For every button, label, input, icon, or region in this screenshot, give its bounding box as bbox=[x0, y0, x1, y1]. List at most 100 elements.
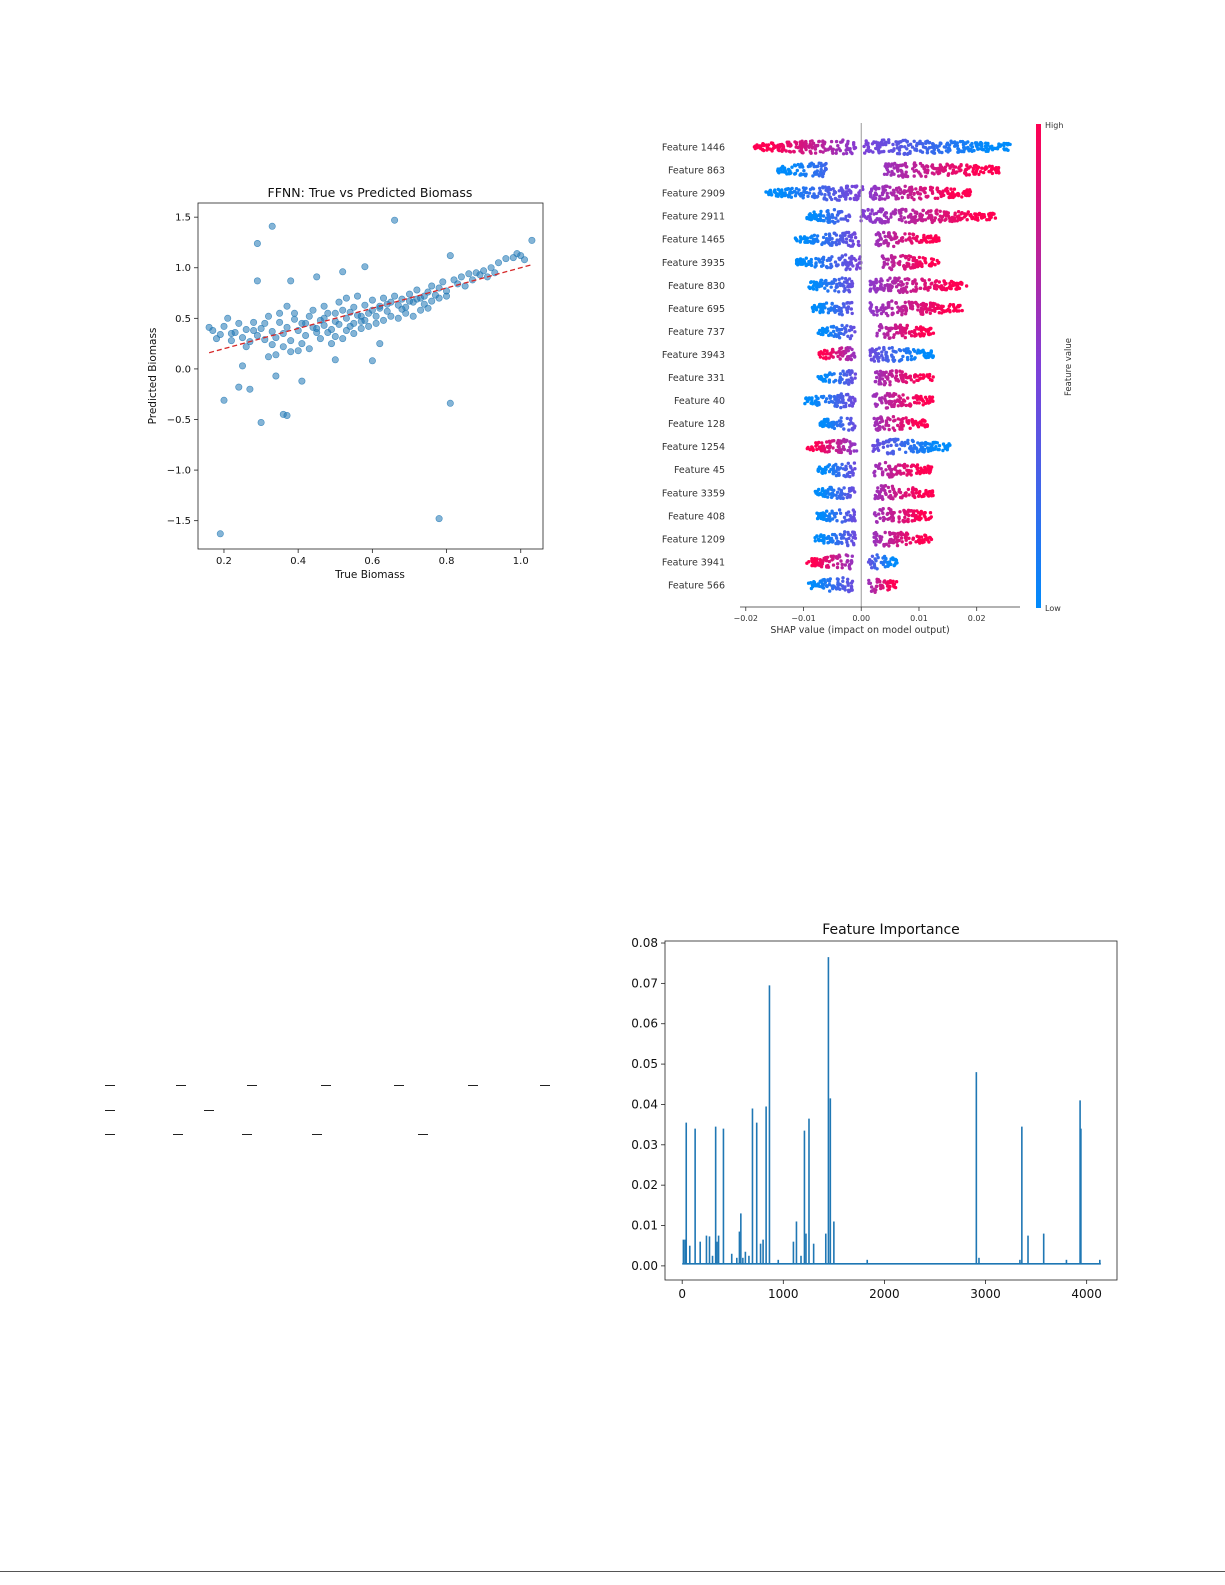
shap-point bbox=[875, 489, 879, 493]
shap-point bbox=[816, 582, 820, 586]
scatter-point bbox=[372, 312, 380, 320]
scatter-point bbox=[502, 255, 510, 263]
shap-point bbox=[960, 139, 965, 144]
shap-point bbox=[879, 325, 883, 329]
shap-point bbox=[893, 208, 898, 212]
shap-point bbox=[882, 332, 886, 336]
shap-point bbox=[788, 190, 792, 195]
shap-point bbox=[892, 212, 897, 216]
shap-point bbox=[854, 258, 858, 262]
shap-point bbox=[875, 417, 879, 421]
shap-point bbox=[873, 474, 877, 478]
underscore-mark bbox=[176, 1085, 186, 1087]
shap-point bbox=[893, 326, 897, 330]
shap-point bbox=[842, 427, 846, 431]
shap-point bbox=[759, 146, 763, 151]
shap-point bbox=[906, 195, 910, 200]
shap-point bbox=[848, 464, 852, 468]
shap-point bbox=[849, 585, 854, 589]
scatter-point bbox=[220, 396, 228, 404]
shap-point bbox=[833, 240, 838, 245]
shap-point bbox=[874, 584, 879, 589]
shap-point bbox=[819, 492, 824, 496]
scatter-point bbox=[446, 399, 454, 407]
shap-point bbox=[949, 139, 953, 143]
shap-point bbox=[886, 164, 890, 169]
shap-point bbox=[898, 490, 903, 495]
shap-point bbox=[888, 380, 892, 384]
shap-point bbox=[876, 438, 880, 442]
shap-point bbox=[842, 305, 846, 309]
shap-point bbox=[840, 520, 844, 524]
shap-point bbox=[842, 332, 846, 336]
shap-point bbox=[840, 396, 845, 400]
shap-point bbox=[873, 379, 877, 384]
scatter-point bbox=[372, 319, 380, 327]
shap-point bbox=[974, 170, 978, 174]
shap-point bbox=[834, 326, 839, 330]
shap-point bbox=[840, 254, 844, 258]
shap-point bbox=[849, 470, 853, 475]
shap-point bbox=[899, 421, 903, 426]
shap-point bbox=[880, 396, 884, 400]
shap-point bbox=[932, 151, 937, 155]
shap-point bbox=[919, 326, 923, 330]
shap-point bbox=[889, 267, 894, 272]
shap-point bbox=[937, 260, 941, 265]
shap-point bbox=[981, 170, 986, 175]
shap-point bbox=[892, 166, 896, 170]
shap-point bbox=[844, 267, 848, 272]
shap-point bbox=[781, 146, 785, 150]
shap-point bbox=[928, 303, 933, 307]
shap-point bbox=[877, 346, 881, 350]
shap-point bbox=[903, 138, 907, 142]
scatter-point bbox=[509, 254, 517, 262]
shap-point bbox=[870, 554, 875, 558]
shap-point bbox=[824, 467, 828, 472]
shap-point bbox=[815, 217, 819, 222]
shap-point bbox=[841, 579, 845, 583]
shap-point bbox=[911, 301, 915, 305]
shap-point bbox=[923, 515, 927, 519]
shap-point bbox=[850, 426, 855, 431]
scatter-point bbox=[435, 515, 443, 523]
shap-point bbox=[924, 355, 929, 360]
shap-point bbox=[915, 218, 920, 222]
shap-point bbox=[964, 284, 969, 288]
shap-point bbox=[873, 511, 877, 515]
shap-point bbox=[942, 279, 946, 284]
scatter-point bbox=[253, 332, 261, 340]
shap-point bbox=[846, 530, 850, 535]
shap-point bbox=[913, 356, 917, 360]
shap-point bbox=[902, 264, 906, 268]
shap-point bbox=[961, 191, 965, 195]
shap-point bbox=[895, 235, 899, 239]
shap-point bbox=[827, 559, 831, 564]
shap-point bbox=[830, 237, 834, 241]
shap-point bbox=[899, 173, 904, 178]
scatter-point bbox=[357, 325, 365, 333]
shap-point bbox=[839, 140, 843, 144]
shap-point bbox=[827, 425, 831, 429]
shap-point bbox=[848, 238, 852, 243]
shap-point bbox=[844, 464, 848, 468]
shap-point bbox=[822, 541, 826, 545]
shap-point bbox=[854, 449, 859, 453]
scatter-point bbox=[227, 337, 235, 345]
shap-point bbox=[812, 210, 816, 214]
scatter-point bbox=[350, 330, 358, 338]
shap-point bbox=[875, 334, 879, 338]
shap-point bbox=[931, 142, 935, 146]
shap-point bbox=[848, 514, 852, 518]
shap-point bbox=[881, 445, 886, 449]
shap-point bbox=[927, 278, 931, 282]
shap-point bbox=[913, 375, 917, 379]
shap-point bbox=[833, 515, 837, 519]
shap-point bbox=[900, 169, 904, 174]
shap-point bbox=[822, 470, 826, 474]
shap-point bbox=[850, 244, 855, 248]
shap-point bbox=[874, 193, 879, 197]
shap-point bbox=[887, 303, 891, 307]
shap-point bbox=[850, 254, 854, 259]
shap-point bbox=[914, 332, 918, 336]
